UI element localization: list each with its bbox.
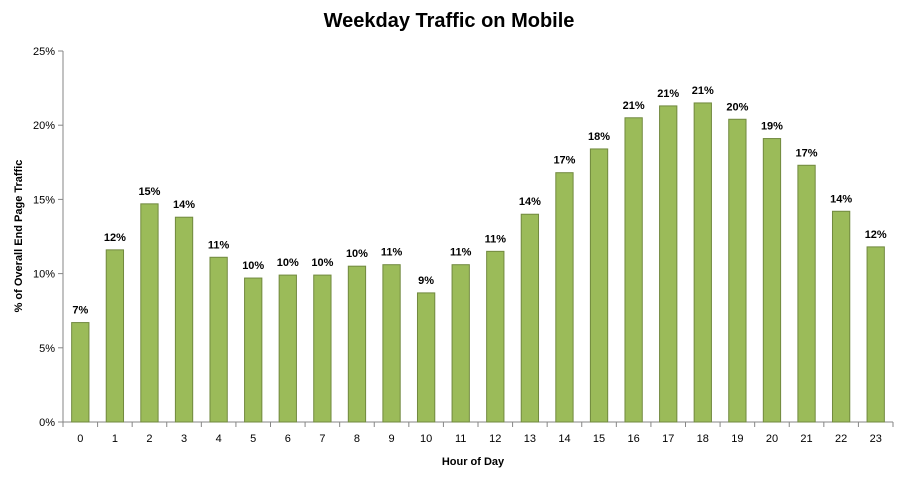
- bars: [71, 102, 885, 423]
- bar-hour-8: [347, 265, 367, 423]
- x-tick-label: 19: [731, 433, 743, 445]
- bar-hour-13: [520, 213, 540, 423]
- bar-hour-1: [105, 249, 125, 423]
- bar-hour-21: [797, 164, 816, 423]
- x-tick-label: 12: [489, 433, 501, 445]
- bar-hour-16: [624, 117, 643, 423]
- bar-hour-6: [278, 274, 297, 423]
- data-label: 19%: [761, 121, 783, 133]
- bar-hour-15: [589, 148, 609, 423]
- axes: 0%5%10%15%20%25%0 1 2 3 4 5 6 7 8 9 10 11 12 13 14 15 16…: [33, 46, 894, 445]
- x-tick-label: 20: [766, 433, 778, 445]
- bar-hour-19: [728, 118, 747, 423]
- y-tick-label: 0%: [39, 417, 55, 429]
- bar-hour-11: [451, 264, 470, 423]
- x-tick-label: 1: [112, 433, 118, 445]
- x-tick-label: 9: [388, 433, 394, 445]
- data-label: 12%: [865, 229, 887, 241]
- data-label: 18%: [588, 131, 610, 143]
- bar-hour-0: [71, 322, 90, 423]
- x-tick-label: 16: [628, 433, 640, 445]
- bar-hour-18: [693, 102, 712, 423]
- data-label: 11%: [208, 239, 230, 251]
- data-label: 10%: [242, 260, 264, 272]
- data-label: 17%: [553, 155, 575, 167]
- x-tick-label: 3: [181, 433, 187, 445]
- x-tick-label: 13: [524, 433, 536, 445]
- bar-hour-14: [555, 172, 574, 423]
- x-tick-label: 14: [558, 433, 570, 445]
- y-tick-label: 10%: [33, 269, 55, 281]
- bar-hour-17: [659, 105, 678, 423]
- data-label: 14%: [830, 193, 852, 205]
- data-label: 9%: [418, 275, 434, 287]
- bar-hour-10: [416, 292, 436, 423]
- x-tick-label: 2: [146, 433, 152, 445]
- data-label: 17%: [796, 147, 818, 159]
- chart-title: Weekday Traffic on Mobile: [324, 10, 575, 32]
- data-label: 14%: [173, 199, 195, 211]
- x-tick-label: 23: [870, 433, 882, 445]
- x-tick-label: 5: [250, 433, 256, 445]
- x-tick-label: 21: [800, 433, 812, 445]
- data-label: 7%: [72, 305, 88, 317]
- data-label: 21%: [657, 88, 679, 100]
- bar-hour-5: [244, 277, 263, 423]
- data-labels: 7% 12% 15% 14% 11% 10% 10% 10% 10% 11% 9% 11% 11% 14%…: [72, 85, 887, 317]
- x-tick-label: 17: [662, 433, 674, 445]
- x-axis-label: Hour of Day: [442, 456, 505, 468]
- data-label: 21%: [623, 100, 645, 112]
- x-tick-label: 22: [835, 433, 847, 445]
- data-label: 12%: [104, 232, 126, 244]
- bar-hour-2: [140, 203, 159, 423]
- data-label: 10%: [277, 257, 299, 269]
- x-tick-label: 7: [319, 433, 325, 445]
- data-label: 11%: [381, 247, 403, 259]
- data-label: 14%: [519, 196, 541, 208]
- x-tick-label: 18: [697, 433, 709, 445]
- data-label: 11%: [485, 233, 507, 245]
- data-label: 15%: [138, 186, 160, 198]
- y-tick-label: 5%: [39, 343, 55, 355]
- x-tick-label: 15: [593, 433, 605, 445]
- bar-hour-22: [831, 210, 851, 423]
- x-tick-label: 6: [285, 433, 291, 445]
- x-tick-label: 10: [420, 433, 432, 445]
- bar-hour-20: [762, 138, 782, 423]
- data-label: 21%: [692, 85, 714, 97]
- bar-hour-23: [866, 246, 885, 423]
- bar-hour-7: [313, 274, 332, 423]
- data-label: 10%: [311, 257, 333, 269]
- x-tick-label: 4: [216, 433, 222, 445]
- x-tick-label: 8: [354, 433, 360, 445]
- bar-hour-4: [209, 256, 228, 423]
- data-label: 10%: [346, 248, 368, 260]
- bar-hour-3: [174, 216, 194, 423]
- bar-hour-12: [486, 250, 505, 423]
- y-tick-label: 15%: [33, 194, 55, 206]
- x-tick-label: 11: [455, 433, 466, 445]
- y-axis-label: % of Overall End Page Traffic: [13, 160, 25, 313]
- y-tick-label: 20%: [33, 120, 55, 132]
- data-label: 11%: [450, 247, 472, 259]
- x-tick-label: 0: [77, 433, 83, 445]
- data-label: 20%: [726, 101, 748, 113]
- bar-hour-9: [382, 264, 401, 423]
- y-tick-label: 25%: [33, 46, 55, 58]
